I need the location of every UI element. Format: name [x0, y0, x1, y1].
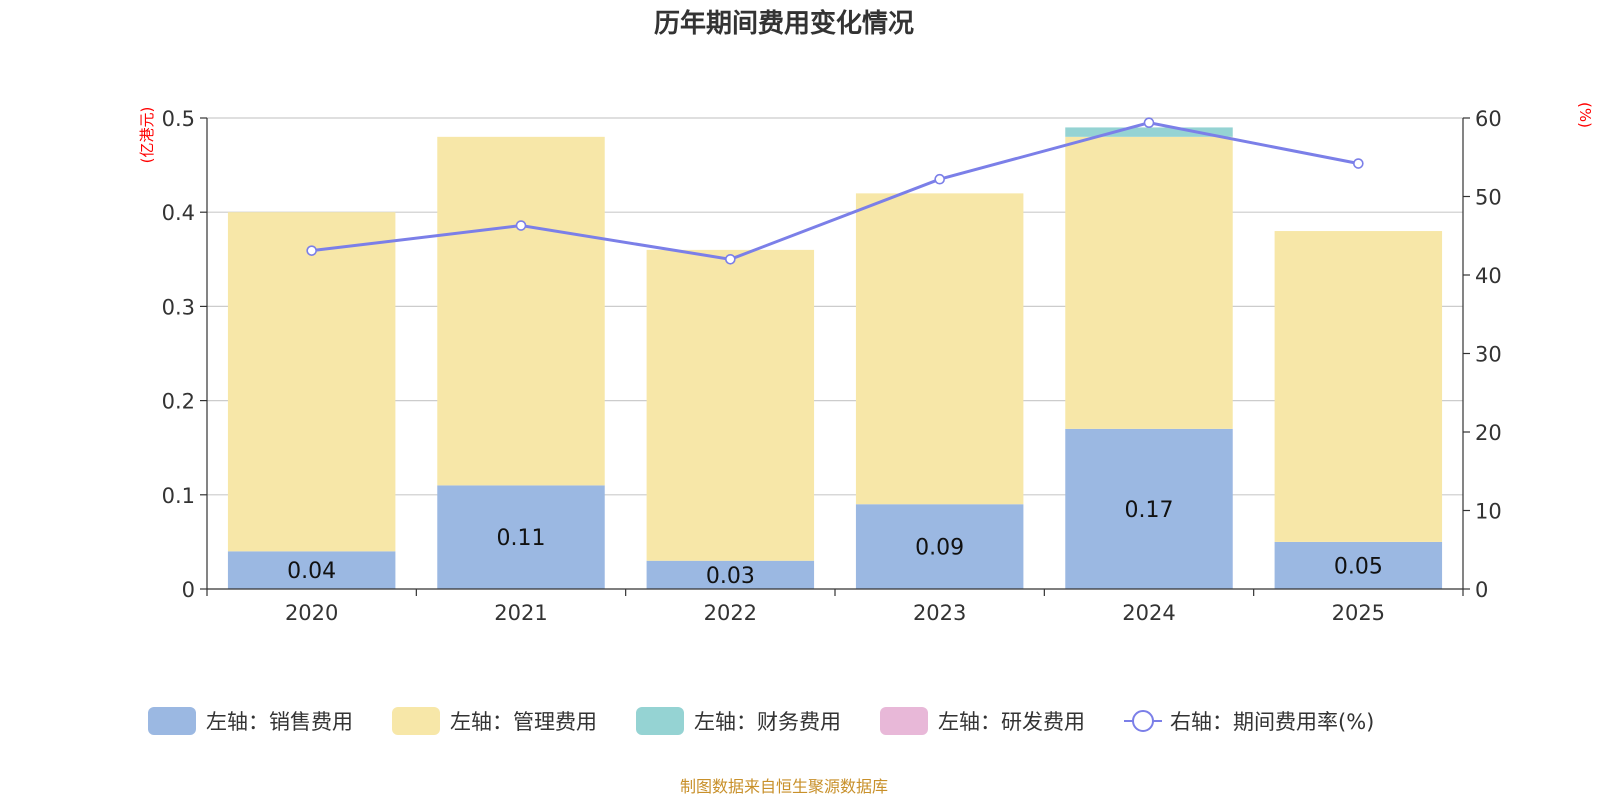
legend-label: 左轴：管理费用 — [450, 710, 597, 734]
legend-label: 左轴：财务费用 — [694, 710, 841, 734]
right-axis-tick-label: 0 — [1475, 578, 1488, 602]
bar-segment — [437, 485, 605, 589]
legend-swatch-marker — [1132, 710, 1154, 732]
legend-swatch — [392, 707, 440, 735]
right-axis-tick-label: 20 — [1475, 421, 1502, 445]
rate-point — [934, 173, 945, 185]
bars-group — [227, 127, 1443, 589]
left-axis-unit: (亿港元) — [138, 107, 156, 164]
chart-title: 历年期间费用变化情况 — [654, 8, 914, 39]
bar-segment — [1065, 136, 1233, 429]
bar-data-label: 0.17 — [1125, 498, 1174, 523]
bar-segment — [1065, 428, 1233, 589]
left-axis-tick-label: 0.4 — [162, 201, 195, 225]
left-axis-tick-label: 0.2 — [162, 390, 195, 414]
legend-label: 左轴：研发费用 — [938, 710, 1085, 734]
bar-segment — [855, 193, 1024, 505]
left-axis-tick-label: 0 — [182, 578, 195, 602]
bar-data-label: 0.11 — [497, 526, 546, 551]
right-axis-unit: (%) — [1576, 102, 1594, 128]
bar-segment — [437, 136, 605, 486]
legend-swatch — [636, 707, 684, 735]
bar-data-label: 0.05 — [1334, 554, 1383, 579]
bar-segment — [227, 212, 396, 552]
x-axis-tick-label: 2022 — [704, 601, 757, 625]
left-axis-tick-label: 0.3 — [162, 295, 195, 319]
bar-segment — [646, 560, 815, 589]
bar-segment — [855, 504, 1024, 589]
right-axis-tick-label: 30 — [1475, 343, 1502, 367]
bar-segment — [646, 249, 815, 561]
gridlines — [207, 117, 1463, 496]
rate-point — [1143, 117, 1155, 129]
legend-label: 右轴：期间费用率(%) — [1170, 710, 1374, 734]
bar-segment — [1274, 231, 1443, 542]
rate-point — [725, 253, 736, 265]
right-axis-tick-label: 10 — [1475, 500, 1502, 524]
bar-segment — [227, 551, 396, 589]
x-axis-tick-label: 2025 — [1332, 601, 1385, 625]
rate-line — [311, 121, 1359, 261]
x-axis-tick-label: 2021 — [494, 601, 547, 625]
bar-data-label: 0.03 — [706, 564, 755, 589]
rate-point — [515, 220, 527, 231]
legend-swatch — [880, 707, 928, 735]
x-axis-tick-label: 2024 — [1122, 601, 1175, 625]
left-axis-tick-label: 0.5 — [162, 107, 195, 131]
right-axis-tick-label: 40 — [1475, 264, 1502, 288]
left-axis-tick-label: 0.1 — [162, 484, 195, 508]
right-axis-tick-label: 50 — [1475, 186, 1502, 210]
rate-point — [1353, 158, 1364, 169]
right-axis-tick-label: 60 — [1475, 107, 1502, 131]
rate-point — [306, 245, 317, 256]
x-axis-tick-label: 2020 — [285, 601, 338, 625]
line-series-group — [306, 117, 1364, 265]
axes-group: 0 0.1 0.2 0.3 0.4 0.5 0 10 20 30 40 50 60 2020 2021 202… — [162, 107, 1502, 625]
x-axis-tick-label: 2023 — [913, 601, 966, 625]
data-source-note: 制图数据来自恒生聚源数据库 — [680, 777, 888, 796]
data-labels-group: 0.04 0.11 0.03 0.09 0.17 0.05 — [287, 498, 1383, 589]
bar-data-label: 0.04 — [287, 559, 336, 584]
bar-segment — [1274, 541, 1443, 589]
bar-data-label: 0.09 — [915, 536, 964, 561]
bar-segment — [1065, 127, 1233, 137]
legend: 左轴：销售费用 左轴：管理费用 左轴：财务费用 左轴：研发费用 右轴：期间费用率(%) — [148, 707, 1374, 735]
legend-swatch — [148, 707, 196, 735]
legend-label: 左轴：销售费用 — [206, 710, 353, 734]
